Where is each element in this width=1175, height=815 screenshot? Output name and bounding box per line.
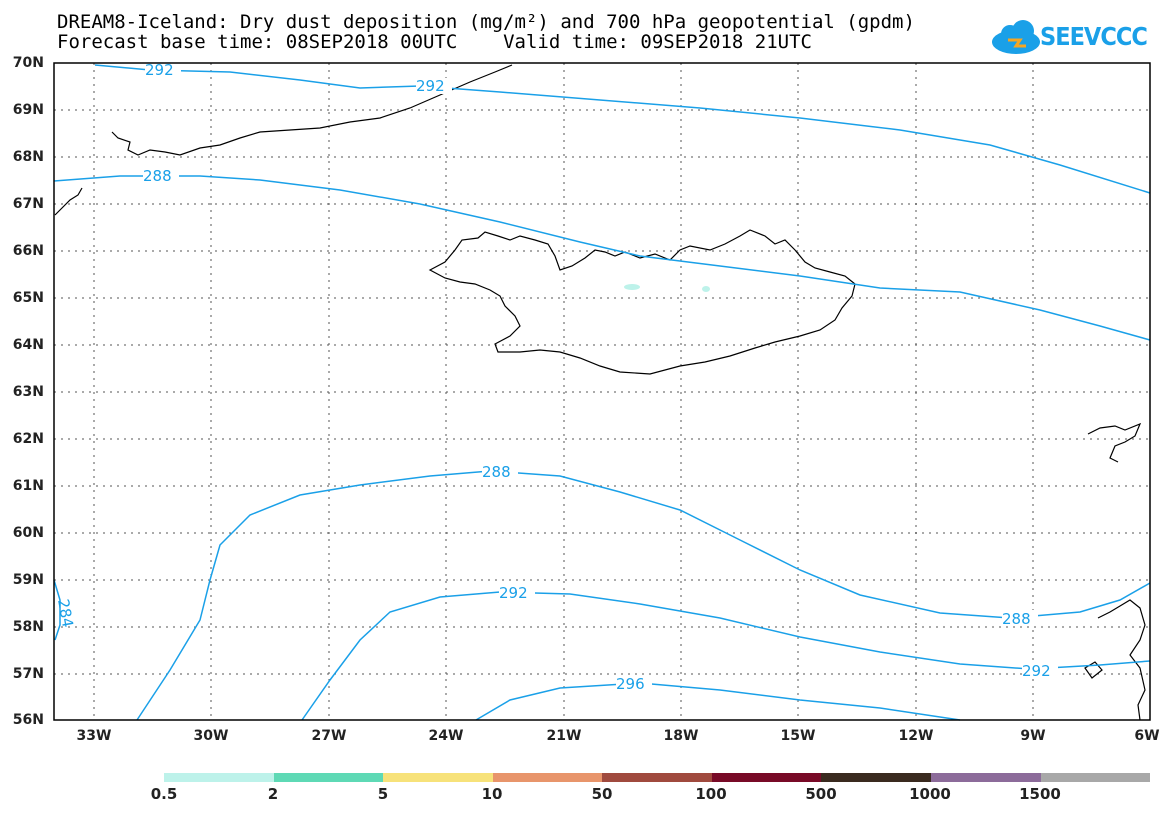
legend-label: 1500 — [1019, 785, 1061, 803]
legend-label: 100 — [695, 785, 727, 803]
lat-label: 62N — [12, 431, 44, 447]
contour-296 — [475, 682, 961, 721]
lat-label: 61N — [12, 478, 44, 494]
contour-label: 296 — [616, 675, 645, 693]
contour-labels: 292 292 288 288 292 288 292 296 284 — [54, 61, 1058, 693]
contour-label: 292 — [499, 584, 528, 602]
contour-292-north — [94, 64, 1151, 194]
contour-label: 288 — [482, 463, 511, 481]
lon-label: 12W — [898, 728, 934, 744]
map-frame — [53, 62, 1151, 721]
lat-label: 60N — [12, 525, 44, 541]
scotland-islands — [1084, 661, 1103, 679]
seevccc-logo — [992, 20, 1040, 54]
contour-label: 288 — [1002, 610, 1031, 628]
contour-292-south — [301, 591, 1151, 721]
lat-label: 59N — [12, 572, 44, 588]
lat-label: 68N — [12, 149, 44, 165]
legend-swatch — [821, 773, 931, 782]
lat-label: 66N — [12, 243, 44, 259]
legend-swatch — [164, 773, 274, 782]
scotland-coast — [1097, 599, 1146, 721]
lon-label: 27W — [311, 728, 347, 744]
color-legend — [164, 773, 1151, 782]
contour-label: 292 — [145, 61, 174, 79]
lon-label: 9W — [1020, 728, 1046, 744]
contour-288-south — [136, 470, 1151, 721]
lat-label: 69N — [12, 102, 44, 118]
lat-label: 70N — [12, 55, 44, 71]
legend-label: 5 — [377, 785, 389, 803]
forecast-time-info: Forecast base time: 08SEP2018 00UTC Vali… — [57, 31, 812, 53]
legend-swatch — [1040, 773, 1151, 782]
faroe-coast — [1087, 422, 1142, 463]
legend-swatch — [273, 773, 384, 782]
lat-label: 56N — [12, 712, 44, 728]
lat-label: 64N — [12, 337, 44, 353]
legend-label: 1000 — [909, 785, 951, 803]
lon-label: 15W — [780, 728, 816, 744]
map-title: DREAM8-Iceland: Dry dust deposition (mg/… — [57, 11, 915, 33]
lon-label: 33W — [76, 728, 112, 744]
contour-288-north — [53, 175, 1151, 341]
greenland-coast — [111, 64, 513, 156]
lat-label: 65N — [12, 290, 44, 306]
contour-label: 292 — [416, 77, 445, 95]
contour-label: 292 — [1022, 662, 1051, 680]
contour-label: 288 — [143, 167, 172, 185]
legend-label: 0.5 — [150, 785, 178, 803]
legend-swatch — [602, 773, 712, 782]
lon-label: 21W — [546, 728, 582, 744]
greenland-coast-east — [54, 187, 83, 216]
contour-284 — [53, 579, 61, 641]
contour-label: 284 — [54, 598, 77, 629]
lon-label: 24W — [428, 728, 464, 744]
legend-swatch — [930, 773, 1041, 782]
lat-label: 63N — [12, 384, 44, 400]
legend-label: 50 — [591, 785, 613, 803]
dust-patches — [624, 284, 710, 292]
legend-swatch — [711, 773, 822, 782]
lat-label: 67N — [12, 196, 44, 212]
legend-label: 2 — [267, 785, 279, 803]
legend-label: 500 — [805, 785, 837, 803]
lon-label: 18W — [663, 728, 699, 744]
lat-label: 58N — [12, 619, 44, 635]
lon-label: 30W — [193, 728, 229, 744]
legend-label: 10 — [481, 785, 503, 803]
logo-text: SEEVCCC — [1040, 22, 1148, 51]
iceland-coast — [428, 229, 856, 375]
lon-label: 6W — [1134, 728, 1160, 744]
legend-swatch — [383, 773, 493, 782]
legend-swatch — [492, 773, 603, 782]
grid-lines — [54, 63, 1150, 720]
cloud-icon — [992, 20, 1040, 54]
lat-label: 57N — [12, 666, 44, 682]
coastlines — [54, 64, 1146, 721]
geopotential-contours — [53, 64, 1151, 721]
